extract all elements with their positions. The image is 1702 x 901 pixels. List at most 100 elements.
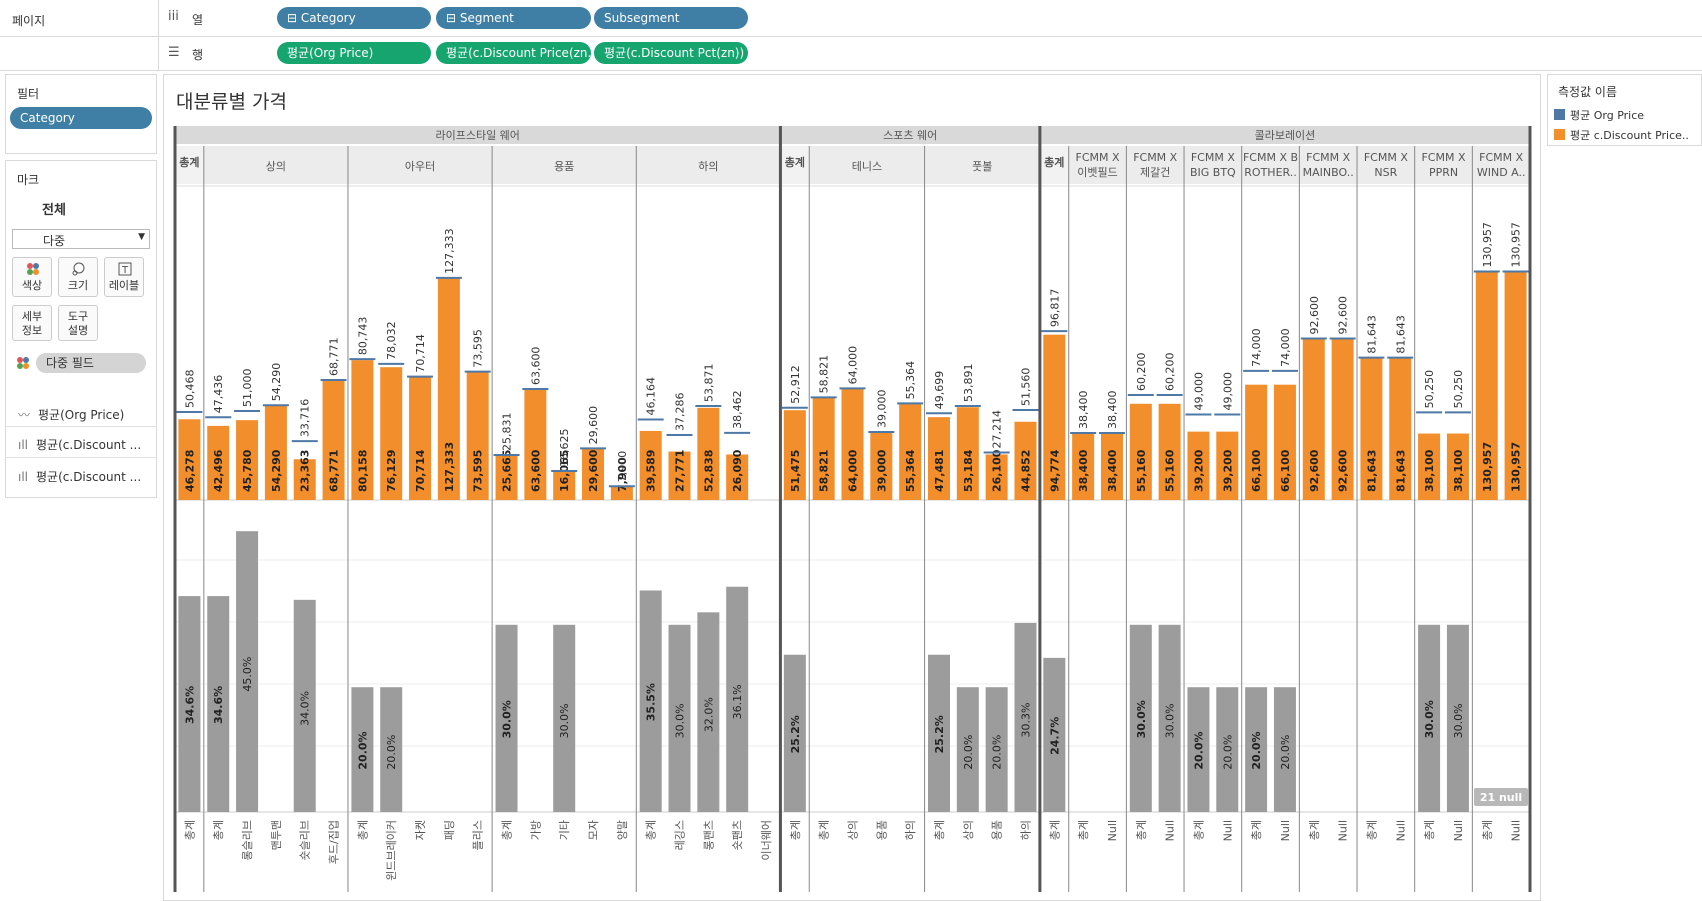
subsegment-label: Null [1164,820,1177,841]
subsegment-label: 총계 [212,820,225,840]
subsegment-label: 총계 [356,820,369,840]
org-price-label: 64,000 [847,346,860,385]
discount-pct-label: 35.5% [645,683,658,721]
discount-price-bar [1100,433,1123,500]
discount-price-label: 94,774 [1048,449,1061,492]
org-price-label: 49,699 [933,371,946,410]
expand-icon: ⊟ [287,11,301,25]
discount-pct-label: 20.0% [1250,731,1263,769]
org-price-label: 73,595 [472,329,485,368]
discount-price-label: 73,595 [472,450,485,492]
filters-panel: 필터 Category [5,74,157,154]
subsegment-label: 총계 [1250,820,1263,840]
pages-panel-border [0,0,159,70]
org-price-label: 46,164 [645,377,658,416]
discount-price-label: 38,100 [1423,449,1436,492]
mark-type-select[interactable]: 다중 ▼ [12,229,150,249]
discount-pct-bar [1273,687,1296,812]
multi-field-pill[interactable]: 다중 필드 [36,353,146,373]
discount-price-label: 46,278 [183,450,196,492]
org-price-label: 130,957 [1481,222,1494,268]
discount-pct-label: 34.6% [212,686,225,724]
discount-pct-label: 32.0% [702,697,715,732]
discount-price-bar [697,407,720,500]
subsegment-label: 플리스 [472,820,485,850]
label-button[interactable]: T 레이블 [104,257,144,297]
discount-price-label: 29,600 [587,449,600,492]
discount-pct-label: 25.2% [789,715,802,753]
row-pill-org-price[interactable]: 평균(Org Price) [277,42,431,64]
discount-pct-label: 20.0% [385,735,398,770]
discount-pct-label: 20.0% [991,735,1004,770]
detail-button[interactable]: 세부 정보 [12,305,52,341]
org-price-label: 33,716 [299,399,312,438]
discount-price-bar [1446,433,1469,500]
discount-price-bar [639,430,662,500]
filter-pill-category[interactable]: Category [10,107,152,129]
row-pill-discount-price[interactable]: 평균(c.Discount Price(zn.. [436,42,591,64]
segment-header-label: ROTHER.. [1244,166,1297,179]
size-button[interactable]: 크기 [58,257,98,297]
discount-price-bar [1504,271,1527,500]
discount-pct-label: 45.0% [241,657,254,692]
pages-label: 페이지 [12,14,46,28]
segment-header-label: 총계 [785,155,805,169]
discount-pct-label: 30.0% [1452,703,1465,738]
discount-price-label: 58,821 [818,450,831,492]
column-pill-segment[interactable]: ⊟ Segment [436,7,591,29]
discount-pct-bar [1187,687,1210,812]
rows-shelf-row: ☰ 행 평균(Org Price) 평균(c.Discount Price(zn… [0,36,1702,71]
segment-header-label: 상의 [266,160,286,173]
legend-panel: 측정값 이름 평균 Org Price 평균 c.Discount Price.… [1547,74,1702,146]
legend-item-discount-price[interactable]: 평균 c.Discount Price.. [1554,127,1689,143]
detail-button-label: 세부 정보 [21,310,43,337]
field-org-price[interactable]: 〰 평균(Org Price) [18,408,125,422]
legend-item-org-price[interactable]: 평균 Org Price [1554,107,1644,123]
color-button[interactable]: 색상 [12,257,52,297]
org-price-label: 53,871 [702,364,715,403]
segment-header-label: 풋볼 [972,160,992,173]
discount-pct-bar [1043,657,1066,812]
org-price-label: 92,600 [1337,296,1350,335]
discount-price-bar [1129,403,1152,500]
subsegment-label: 용품 [875,820,888,840]
field-discount-pct[interactable]: ıll 평균(c.Discount ... [18,470,142,484]
discount-price-bar [1475,271,1498,500]
field-discount-price[interactable]: ıll 평균(c.Discount ... [18,438,142,452]
discount-price-label: 39,000 [875,449,888,492]
org-price-label: 37,286 [674,392,687,431]
category-header-label: 라이프스타일 웨어 [435,128,519,142]
row-pill-discount-pct[interactable]: 평균(c.Discount Pct(zn)) [594,42,748,64]
discount-price-bar [264,405,287,500]
column-pill-category[interactable]: ⊟ Category [277,7,431,29]
org-price-label: 52,912 [789,365,802,404]
size-icon [72,262,85,276]
discount-price-bar [1216,431,1239,500]
subsegment-label: 총계 [818,820,831,840]
org-price-label: 92,600 [1308,296,1321,335]
segment-header-label: 테니스 [852,160,882,173]
discount-pct-label: 20.0% [1192,731,1205,769]
org-price-label: 39,000 [875,389,888,428]
discount-price-label: 130,957 [1510,442,1523,492]
discount-price-label: 76,129 [385,450,398,492]
org-price-label: 49,000 [1192,372,1205,411]
column-pill-subsegment[interactable]: Subsegment [594,7,748,29]
legend-swatch [1554,129,1565,140]
discount-price-label: 54,290 [270,449,283,492]
discount-pct-bar [236,531,259,812]
discount-price-label: 130,957 [1481,442,1494,492]
multi-field-row[interactable]: 다중 필드 [16,353,152,373]
category-header-label: 콜라보레이션 [1255,129,1316,142]
discount-price-bar [207,425,230,500]
org-price-label: 81,643 [1394,315,1407,354]
discount-pct-label: 30.0% [501,700,514,738]
discount-price-bar [409,376,432,500]
discount-price-bar [726,454,749,500]
subsegment-label: 가방 [529,820,542,840]
org-price-label: 16,625 [558,428,571,467]
segment-header-label: FCMM X [1191,151,1235,164]
discount-pct-bar [178,596,201,812]
discount-pct-label: 25.2% [933,715,946,753]
tooltip-button[interactable]: 도구 설명 [58,305,98,341]
